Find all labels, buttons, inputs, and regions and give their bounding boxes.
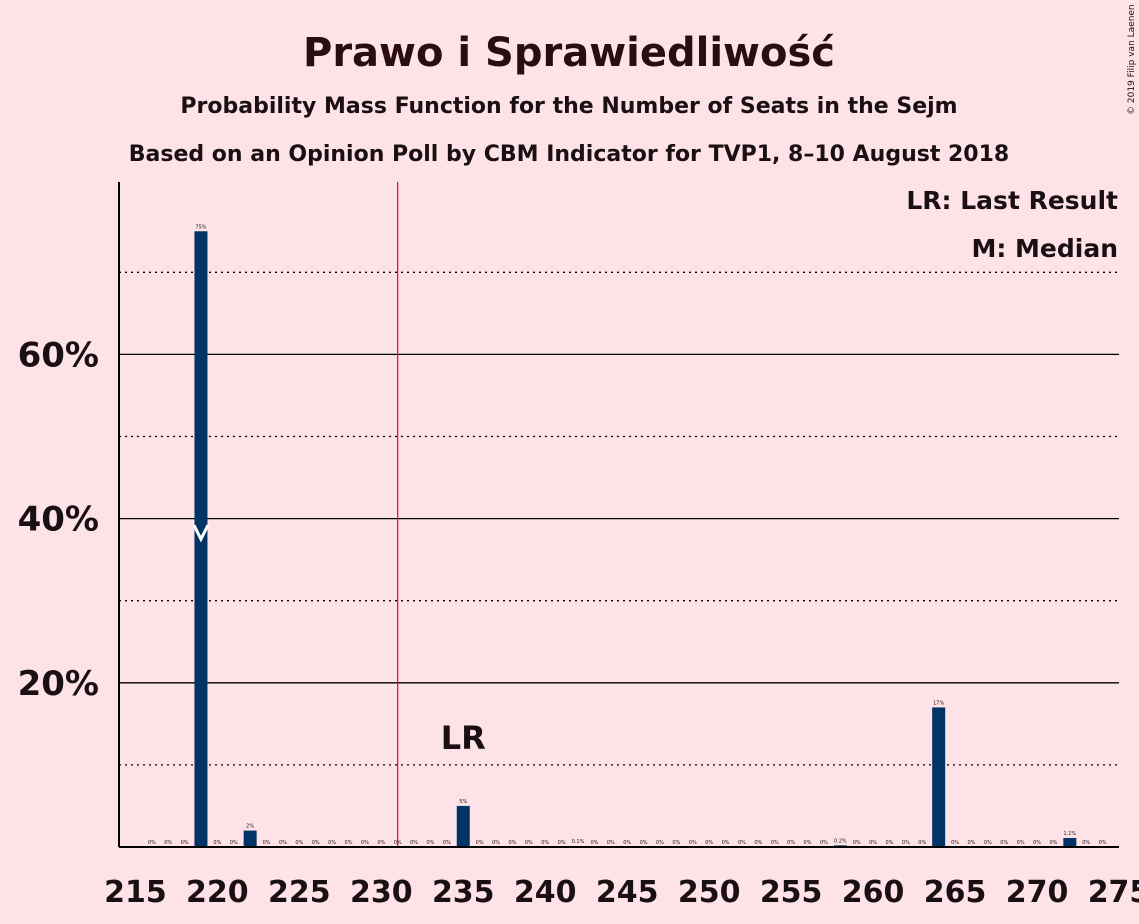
bar-value-label: 0% xyxy=(345,840,353,846)
bar-value-label: 0% xyxy=(508,840,516,846)
bar-value-label: 0% xyxy=(148,840,156,846)
bar-value-label: 1.1% xyxy=(1063,831,1076,837)
bar-value-label: 0% xyxy=(984,840,992,846)
bar-value-label: 0% xyxy=(754,840,762,846)
bar-value-label: 0% xyxy=(230,840,238,846)
bar-value-label: 0% xyxy=(312,840,320,846)
bar-value-label: 0% xyxy=(558,840,566,846)
x-tick-label: 240 xyxy=(514,875,577,910)
bar-value-label: 0% xyxy=(590,840,598,846)
bar-value-label: 0% xyxy=(951,840,959,846)
bar-value-label: 0% xyxy=(361,840,369,846)
bar xyxy=(1063,837,1077,847)
bar-value-label: 0% xyxy=(738,840,746,846)
gridlines xyxy=(119,271,1119,766)
bar-value-label: 0% xyxy=(722,840,730,846)
bar-value-label: 0% xyxy=(640,840,648,846)
bar-value-label: 0% xyxy=(263,840,271,846)
bar-value-label: 0% xyxy=(377,840,385,846)
legend-median: M: Median xyxy=(971,234,1118,263)
bar-value-label: 0% xyxy=(427,840,435,846)
bar-value-label: 0.2% xyxy=(834,838,847,844)
bar-value-label: 0% xyxy=(492,840,500,846)
x-tick-label: 235 xyxy=(432,875,495,910)
bar-value-label: 0% xyxy=(541,840,549,846)
bar-value-label: 0% xyxy=(869,840,877,846)
last-result-label: LR xyxy=(441,719,486,757)
chart-subtitle: Probability Mass Function for the Number… xyxy=(180,94,957,119)
bar-value-label: 0% xyxy=(886,840,894,846)
bar-value-label: 0% xyxy=(279,840,287,846)
bar-value-label: 0% xyxy=(1033,840,1041,846)
legend-last-result: LR: Last Result xyxy=(906,186,1118,215)
bar-value-label: 0% xyxy=(623,840,631,846)
bar xyxy=(456,805,470,847)
x-tick-label: 260 xyxy=(842,875,905,910)
bar-value-label: 0% xyxy=(902,840,910,846)
x-tick-label: 250 xyxy=(678,875,741,910)
bar-value-label: 0% xyxy=(525,840,533,846)
bar-value-label: 0% xyxy=(164,840,172,846)
y-tick-labels: 20% 40% 60% xyxy=(18,335,99,703)
bar xyxy=(243,830,257,847)
bar-value-label: 0% xyxy=(787,840,795,846)
bar-value-label: 75% xyxy=(195,224,206,230)
chart-title: Prawo i Sprawiedliwość xyxy=(303,30,835,76)
bar-value-label: 5% xyxy=(459,799,467,805)
bar-value-label: 0% xyxy=(804,840,812,846)
y-tick-label: 20% xyxy=(18,664,99,704)
chart-subtitle-poll: Based on an Opinion Poll by CBM Indicato… xyxy=(129,142,1009,167)
bar-value-label: 0% xyxy=(820,840,828,846)
bar-value-label: 17% xyxy=(933,700,944,706)
x-tick-label: 230 xyxy=(350,875,413,910)
x-tick-label: 265 xyxy=(924,875,987,910)
bar-value-label: 0% xyxy=(295,840,303,846)
y-tick-label: 40% xyxy=(18,500,99,540)
bar-value-label: 2% xyxy=(246,824,254,830)
x-tick-label: 255 xyxy=(760,875,823,910)
bar-value-label: 0% xyxy=(1049,840,1057,846)
copyright-note: © 2019 Filip van Laenen xyxy=(1127,4,1137,115)
median-marker xyxy=(192,524,210,543)
bar-value-label: 0% xyxy=(410,840,418,846)
x-tick-label: 225 xyxy=(268,875,331,910)
bar-value-label: 0% xyxy=(1082,840,1090,846)
x-tick-label: 275 xyxy=(1088,875,1139,910)
bar-value-label: 0% xyxy=(853,840,861,846)
bar-value-label: 0% xyxy=(181,840,189,846)
bar-value-label: 0% xyxy=(689,840,697,846)
bar-value-label: 0% xyxy=(1000,840,1008,846)
bar-value-label: 0% xyxy=(213,840,221,846)
bar-value-label: 0% xyxy=(967,840,975,846)
bars xyxy=(194,231,1077,847)
bar-value-label: 0% xyxy=(672,840,680,846)
bar xyxy=(932,707,946,847)
bar-value-label: 0% xyxy=(918,840,926,846)
x-tick-labels: 215 220 225 230 235 240 245 250 255 260 265 270 275 xyxy=(104,875,1139,910)
bar-value-label: 0% xyxy=(1099,840,1107,846)
bar-value-label: 0% xyxy=(656,840,664,846)
bar-value-label: 0.1% xyxy=(572,839,585,845)
bar-value-label: 0% xyxy=(607,840,615,846)
bar-value-label: 0% xyxy=(443,840,451,846)
bar-value-label: 0% xyxy=(328,840,336,846)
x-tick-label: 220 xyxy=(186,875,249,910)
x-tick-label: 215 xyxy=(104,875,167,910)
bar-value-label: 0% xyxy=(476,840,484,846)
bar-value-label: 0% xyxy=(705,840,713,846)
bar-value-label: 0% xyxy=(771,840,779,846)
x-tick-label: 245 xyxy=(596,875,659,910)
bar-value-label: 0% xyxy=(1017,840,1025,846)
bar-value-labels: 0% 0% 0% 75% 0% 0% 2% 0% 0% 0% 0% 0% 0% 0% 0% 0% 0% 0% 0% 5… xyxy=(148,224,1107,846)
x-tick-label: 270 xyxy=(1006,875,1069,910)
y-tick-label: 60% xyxy=(18,335,99,375)
